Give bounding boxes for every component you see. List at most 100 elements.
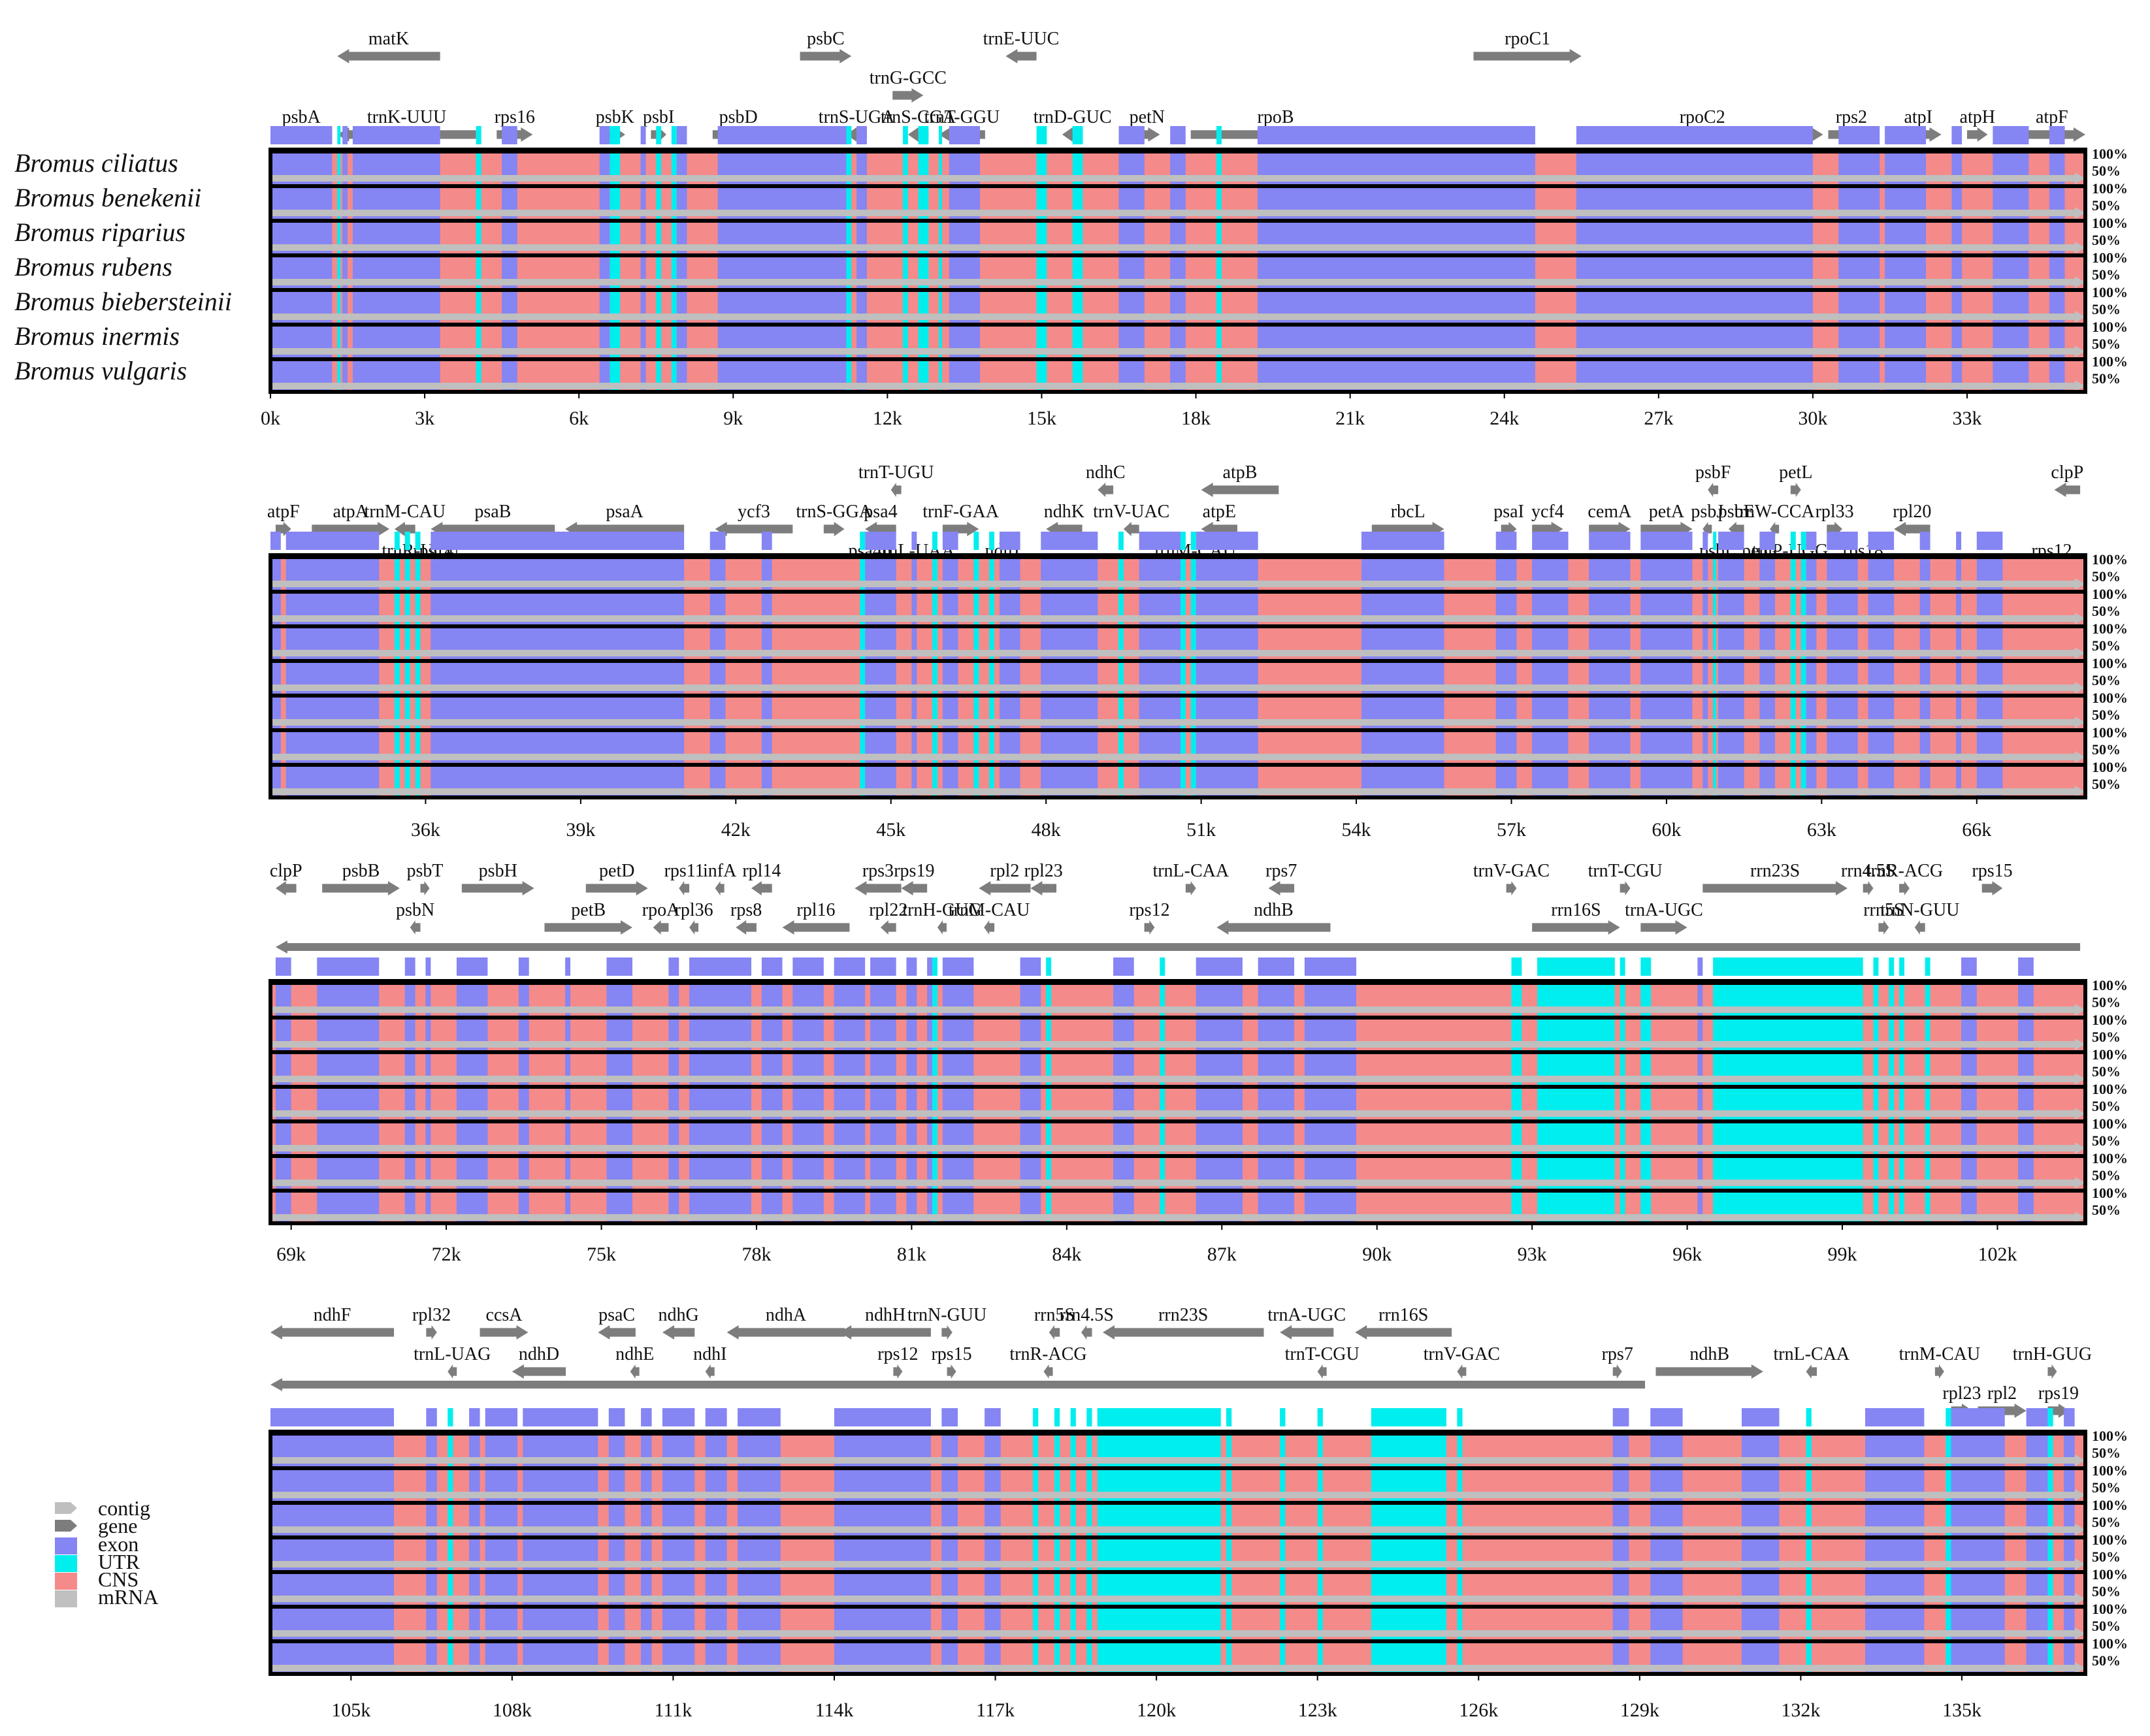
utr-region <box>1033 1501 1039 1535</box>
utr-region <box>1873 981 1879 1016</box>
pct-50-label: 50% <box>2092 1133 2121 1149</box>
track-5: 100%50% <box>270 284 2128 323</box>
utr-region <box>1190 763 1196 797</box>
utr-region <box>1713 763 1717 797</box>
utr-region <box>1226 1535 1232 1570</box>
gene-label-trnT-GGU: trnT-GGU <box>924 107 1000 127</box>
utr-region <box>846 357 852 392</box>
pct-100-label: 100% <box>2092 1116 2128 1132</box>
contig-arrowhead <box>2075 276 2085 288</box>
pct-50-label: 50% <box>2092 301 2121 317</box>
exon-band <box>927 957 933 976</box>
utr-region <box>656 184 662 219</box>
utr-region <box>902 253 908 288</box>
gene-arrow-rps15 <box>947 1364 956 1379</box>
pct-100-label: 100% <box>2092 655 2128 671</box>
exon-band <box>1976 532 2003 550</box>
tick-label: 42k <box>721 819 751 841</box>
exon-band <box>1951 126 1963 144</box>
tick-label: 129k <box>1620 1699 1659 1721</box>
utr-region <box>1216 357 1222 392</box>
utr-region <box>1800 590 1806 624</box>
gene-arrow-trnA-UGC <box>1280 1325 1334 1340</box>
contig-arrowhead <box>2075 1662 2085 1674</box>
tick-label: 57k <box>1497 819 1526 841</box>
utr-region <box>1317 1605 1323 1639</box>
utr-region <box>415 555 421 590</box>
conservation-profile <box>270 1466 2085 1470</box>
utr-region <box>1620 981 1625 1016</box>
exon-region <box>911 590 917 624</box>
utr-region <box>846 184 852 219</box>
utr-region <box>902 323 908 357</box>
exon-band <box>1865 1408 1925 1426</box>
gene-arrow-petL <box>1790 483 1801 497</box>
panel-1: matK psbC trnE-UUC rpoC1 trnG-GCC psbA trnK-UU… <box>261 29 2128 429</box>
utr-region <box>973 590 979 624</box>
gene-label-trnA-UGC: trnA-UGC <box>1267 1305 1346 1325</box>
gene-arrow-trnV-GAC <box>1457 1364 1467 1379</box>
utr-region <box>902 150 908 184</box>
utr-region <box>1806 1466 1812 1501</box>
pct-100-label: 100% <box>2092 353 2128 370</box>
gene-label-rps16: rps16 <box>495 107 535 127</box>
utr-band <box>846 126 852 144</box>
gene-label-rrn5S: rrn5S <box>1034 1305 1075 1325</box>
legend-contig-swatch <box>55 1502 77 1514</box>
utr-region <box>932 659 937 694</box>
utr-region <box>404 728 410 763</box>
gene-label-rrn23S: rrn23S <box>1158 1305 1208 1325</box>
utr-region <box>1889 981 1895 1016</box>
exon-region <box>342 357 348 392</box>
utr-band <box>337 126 341 144</box>
utr-region <box>1070 1605 1076 1639</box>
tick-label: 54k <box>1342 819 1371 841</box>
gene-label-rps3: rps3 <box>862 861 894 881</box>
utr-region <box>1033 1605 1039 1639</box>
exon-band <box>1961 957 1977 976</box>
utr-region <box>1889 1189 1895 1223</box>
gene-label-ndhA: ndhA <box>766 1305 807 1325</box>
utr-region <box>1070 1432 1076 1466</box>
gene-label-rrn4.5S: rrn4.5S <box>1060 1305 1114 1325</box>
gene-arrow-trnM-CAU <box>984 920 995 935</box>
panel-4: ndhF rpl32 ccsA psaC ndhG ndhA ndhH trnN-GUU rrn… <box>269 1305 2128 1721</box>
pct-50-label: 50% <box>2092 776 2121 792</box>
utr-region <box>860 555 866 590</box>
gene-arrow-rrn16S <box>1532 920 1620 935</box>
gene-arrow-trnL-CAA <box>1185 881 1196 895</box>
exon-band <box>456 957 488 976</box>
pct-100-label: 100% <box>2092 1046 2128 1063</box>
exon-band <box>1139 532 1181 550</box>
exon-band <box>676 126 687 144</box>
utr-band <box>1216 126 1222 144</box>
contig-bar <box>270 1180 2076 1186</box>
gene-arrow-trnR-ACG <box>1043 1364 1053 1379</box>
utr-region <box>1873 1189 1879 1223</box>
utr-region <box>1800 763 1806 797</box>
gene-arrow-ndhG <box>662 1325 695 1340</box>
exon-band <box>1838 126 1880 144</box>
exon-region <box>1702 624 1708 659</box>
pct-50-label: 50% <box>2092 1583 2121 1599</box>
exon-band <box>502 126 517 144</box>
utr-region <box>1216 253 1222 288</box>
gene-label-trnG-GCC: trnG-GCC <box>870 68 947 88</box>
gene-label-rrn16S: rrn16S <box>1551 900 1601 920</box>
utr-region <box>448 1432 453 1466</box>
utr-band <box>476 126 481 144</box>
gene-label-trnW-CCA: trnW-CCA <box>1735 502 1816 522</box>
conservation-profile <box>270 1016 2085 1020</box>
utr-region <box>1118 555 1124 590</box>
contig-arrowhead <box>2075 380 2085 392</box>
utr-region <box>1800 728 1806 763</box>
conservation-profile <box>270 1605 2085 1609</box>
exon-band <box>425 957 431 976</box>
exon-region <box>425 1050 431 1085</box>
pct-50-label: 50% <box>2092 1202 2121 1218</box>
exon-band <box>2064 1408 2075 1426</box>
gene-arrow-ycf3 <box>715 522 793 536</box>
gene-arrow-trnN-GUU <box>941 1325 953 1340</box>
utr-region <box>932 624 937 659</box>
pct-50-label: 50% <box>2092 232 2121 248</box>
